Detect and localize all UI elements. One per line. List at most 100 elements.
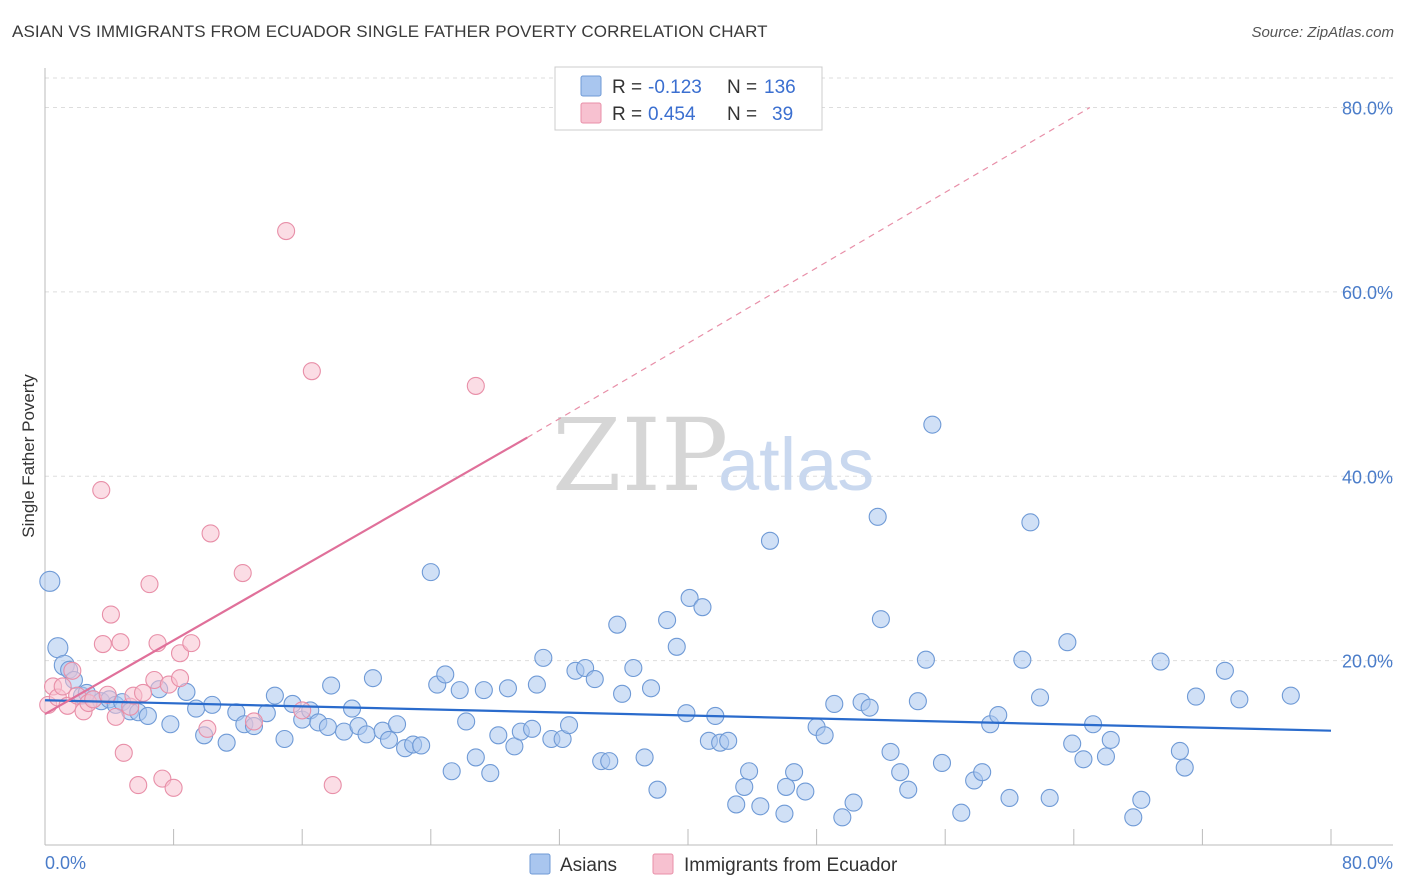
asians-point (860, 698, 879, 717)
asians-point (624, 658, 643, 678)
asians-point (844, 793, 863, 812)
asians-point (436, 665, 455, 684)
asians-point (357, 725, 376, 744)
asians-point (379, 730, 399, 749)
asians-point (1013, 650, 1032, 669)
legend-n-value-asians: 136 (764, 77, 796, 98)
asians-point (387, 715, 407, 734)
series-legend-label-asians: Asians (560, 855, 617, 876)
asians-point (952, 803, 971, 822)
asians-point (265, 686, 284, 705)
asians-point (1030, 688, 1050, 707)
watermark: ZIP atlas (552, 397, 874, 514)
ecuador-point (63, 661, 82, 680)
legend-swatch-ecuador (580, 102, 602, 124)
asians-point (785, 763, 804, 782)
asians-point (474, 681, 493, 700)
asians-point (559, 716, 579, 735)
asians-point (777, 777, 796, 796)
asians-point (899, 780, 918, 799)
y-axis-label: Single Father Poverty (19, 374, 38, 538)
ecuador-point (466, 376, 485, 395)
asians-point (1124, 808, 1143, 827)
ecuador-point (277, 222, 296, 241)
series-legend-swatch-ecuador (652, 853, 674, 875)
asians-point (891, 763, 910, 782)
ecuador-point (302, 362, 321, 381)
ecuador-point (244, 712, 264, 731)
asians-point (1074, 750, 1093, 769)
ecuador-point (106, 707, 125, 726)
asians-point (719, 731, 738, 750)
asians-point (916, 650, 935, 669)
asians-point (1230, 690, 1249, 709)
ecuador-point (134, 683, 153, 702)
asians-point (833, 808, 852, 827)
asians-point (1063, 734, 1082, 753)
ecuador-point (111, 633, 130, 652)
legend-r-label-ecuador: R = (612, 104, 642, 125)
asians-point (1096, 747, 1115, 766)
legend-n-label-asians: N = (727, 77, 757, 98)
asians-point (871, 610, 890, 629)
ecuador-point (164, 778, 183, 797)
asians-point (667, 637, 686, 656)
asians-point (138, 706, 157, 725)
legend-n-label-ecuador: N = (727, 104, 757, 125)
ecuador-trend-line (44, 436, 528, 716)
asians-point (815, 726, 834, 745)
asians-point (608, 615, 627, 634)
asians-point (908, 692, 927, 711)
asians-point (775, 804, 794, 823)
asians-point (1215, 661, 1234, 680)
source-label: Source: ZipAtlas.com (1251, 24, 1394, 41)
asians-point (363, 669, 382, 688)
x-tick-labels: 0.0% 80.0% (45, 853, 1393, 873)
asians-point (1040, 788, 1059, 808)
ecuador-point (98, 685, 117, 704)
asians-point (881, 742, 900, 761)
legend-r-value-asians: -0.123 (648, 77, 702, 98)
asians-point (1021, 513, 1040, 532)
asians-trend-line (44, 699, 1332, 732)
asians-point (648, 780, 667, 799)
y-tick-label-20: 20.0% (1342, 652, 1393, 672)
y-tick-label-80: 80.0% (1342, 99, 1393, 119)
asians-point (635, 748, 654, 767)
asians-point (161, 715, 180, 734)
series-legend: Asians Immigrants from Ecuador (529, 853, 898, 876)
asians-point (39, 570, 61, 592)
ecuador-point (233, 564, 252, 583)
asians-point (641, 679, 661, 698)
asians-point (677, 704, 696, 723)
ecuador-point (198, 719, 217, 738)
watermark-atlas: atlas (718, 423, 874, 506)
asians-point (534, 648, 553, 667)
asians-point (1101, 730, 1120, 749)
ecuador-trend-extension (526, 107, 1091, 439)
ecuador-point (293, 701, 312, 720)
ecuador-point (170, 644, 190, 663)
asians-point (1058, 633, 1077, 652)
ecuador-point (182, 634, 201, 653)
ecuador-point (170, 669, 190, 688)
asians-point (760, 531, 780, 550)
asians-point (412, 736, 431, 755)
asians-point (318, 717, 337, 737)
asians-point (868, 507, 887, 526)
asians-point (1175, 758, 1194, 777)
trend-lines (44, 107, 1332, 732)
asians-point (658, 611, 677, 630)
y-tick-labels: 20.0% 40.0% 60.0% 80.0% (1342, 99, 1393, 672)
asians-point (1281, 686, 1300, 705)
x-tick-max: 80.0% (1342, 853, 1393, 873)
asians-point (740, 762, 759, 781)
asians-point (796, 782, 815, 801)
legend-n-value-ecuador: 39 (772, 104, 793, 125)
axes (44, 68, 1393, 846)
asians-point (585, 670, 604, 689)
asians-point (600, 752, 619, 771)
asians-point (932, 753, 952, 773)
ecuador-point (201, 524, 220, 543)
